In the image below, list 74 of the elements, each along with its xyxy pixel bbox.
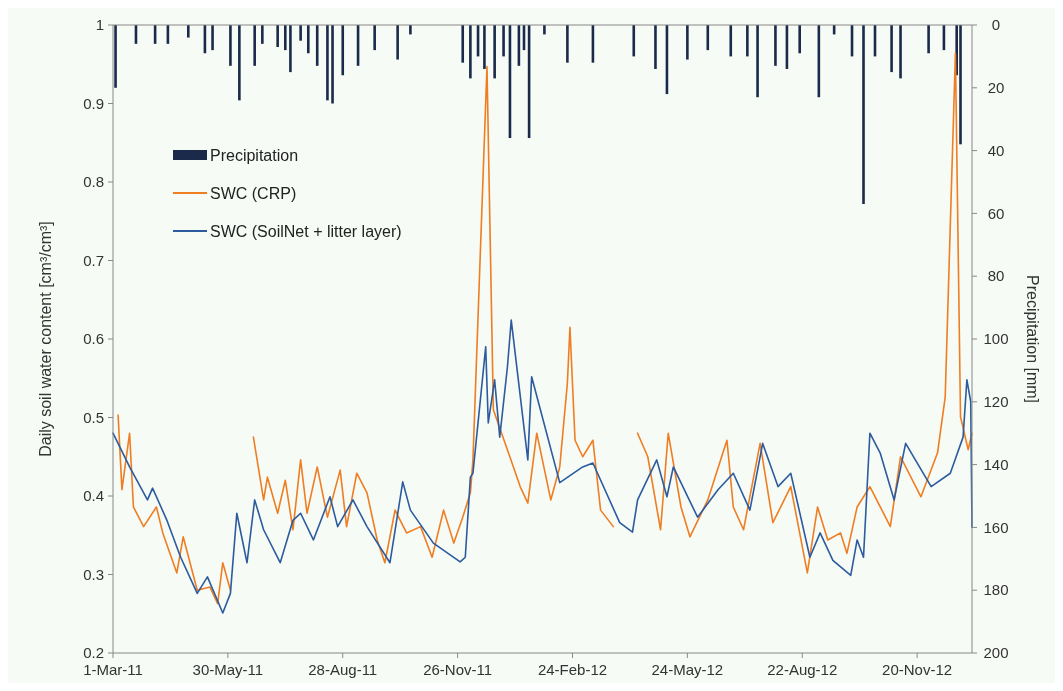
y-tick-label: 0.4 <box>83 487 104 505</box>
bar <box>284 25 287 51</box>
legend-label: Precipitation <box>210 146 299 164</box>
bar <box>654 25 657 69</box>
y2-tick-label: 200 <box>983 644 1009 662</box>
y2-tick-label: 120 <box>983 393 1009 411</box>
bar <box>261 25 264 44</box>
y-tick-label: 1 <box>95 16 104 34</box>
bar <box>756 25 759 98</box>
y2-tick-label: 0 <box>991 16 1001 34</box>
bar <box>706 25 710 51</box>
bar <box>276 25 279 47</box>
line-series <box>112 319 973 614</box>
bar <box>746 25 749 57</box>
legend-label: SWC (CRP) <box>210 184 297 202</box>
y2-tick-label: 80 <box>987 267 1005 285</box>
bar <box>253 25 256 66</box>
bar <box>187 25 190 38</box>
bar <box>862 25 865 204</box>
bar <box>890 25 893 73</box>
x-tick-label: 1-Mar-11 <box>83 661 143 678</box>
y-tick-label: 0.2 <box>83 644 104 662</box>
bar <box>211 25 214 51</box>
bar <box>114 25 117 88</box>
x-tick-label: 24-Feb-12 <box>537 661 608 678</box>
y-tick-label: 0.7 <box>83 251 104 269</box>
y-tick-label: 0.6 <box>83 330 104 348</box>
bar <box>483 25 486 69</box>
bar <box>632 25 636 57</box>
y-tick-label: 0.9 <box>83 94 104 112</box>
bar <box>899 25 902 79</box>
bar <box>959 25 962 145</box>
bar <box>493 25 496 79</box>
bar <box>461 25 465 63</box>
y-tick-label: 0.8 <box>83 173 104 191</box>
x-tick-label: 20-Nov-12 <box>882 661 953 678</box>
bar <box>798 25 801 54</box>
bar <box>238 25 241 101</box>
bar <box>469 25 472 79</box>
bar <box>229 25 232 66</box>
x-tick-label: 24-May-12 <box>651 661 724 678</box>
x-tick-label: 28-Aug-11 <box>308 661 378 678</box>
bar <box>502 25 505 57</box>
y2-tick-label: 40 <box>987 141 1005 159</box>
bar <box>299 25 302 41</box>
bar <box>289 25 292 73</box>
bar <box>774 25 777 66</box>
y2-axis-title: Precipitation [mm] <box>1024 274 1041 404</box>
bar <box>315 25 319 66</box>
y-axis-title: Daily soil water content [cm³/cm³] <box>37 221 54 457</box>
y2-tick-label: 140 <box>983 455 1009 473</box>
bar <box>331 25 334 104</box>
legend-label: SWC (SoilNet + litter layer) <box>210 222 402 240</box>
y2-tick-label: 160 <box>983 518 1009 536</box>
x-tick-label: 22-Aug-12 <box>767 661 838 678</box>
x-tick-label: 30-May-11 <box>192 661 264 678</box>
y2-tick-label: 180 <box>983 581 1009 599</box>
bar <box>396 25 399 60</box>
bar <box>341 25 345 76</box>
bar <box>543 25 546 35</box>
x-tick-label: 26-Nov-11 <box>423 661 493 678</box>
bar <box>326 25 329 101</box>
bar <box>306 25 310 54</box>
bar <box>409 25 412 35</box>
y-tick-label: 0.5 <box>83 408 104 426</box>
bar <box>686 25 689 60</box>
y2-tick-label: 60 <box>987 204 1005 222</box>
bar <box>566 25 569 63</box>
bar <box>927 25 930 54</box>
y2-tick-label: 20 <box>987 79 1005 97</box>
y-tick-label: 0.3 <box>83 565 104 583</box>
bar <box>373 25 376 51</box>
bar <box>729 25 733 57</box>
y2-tick-label: 100 <box>983 330 1009 348</box>
